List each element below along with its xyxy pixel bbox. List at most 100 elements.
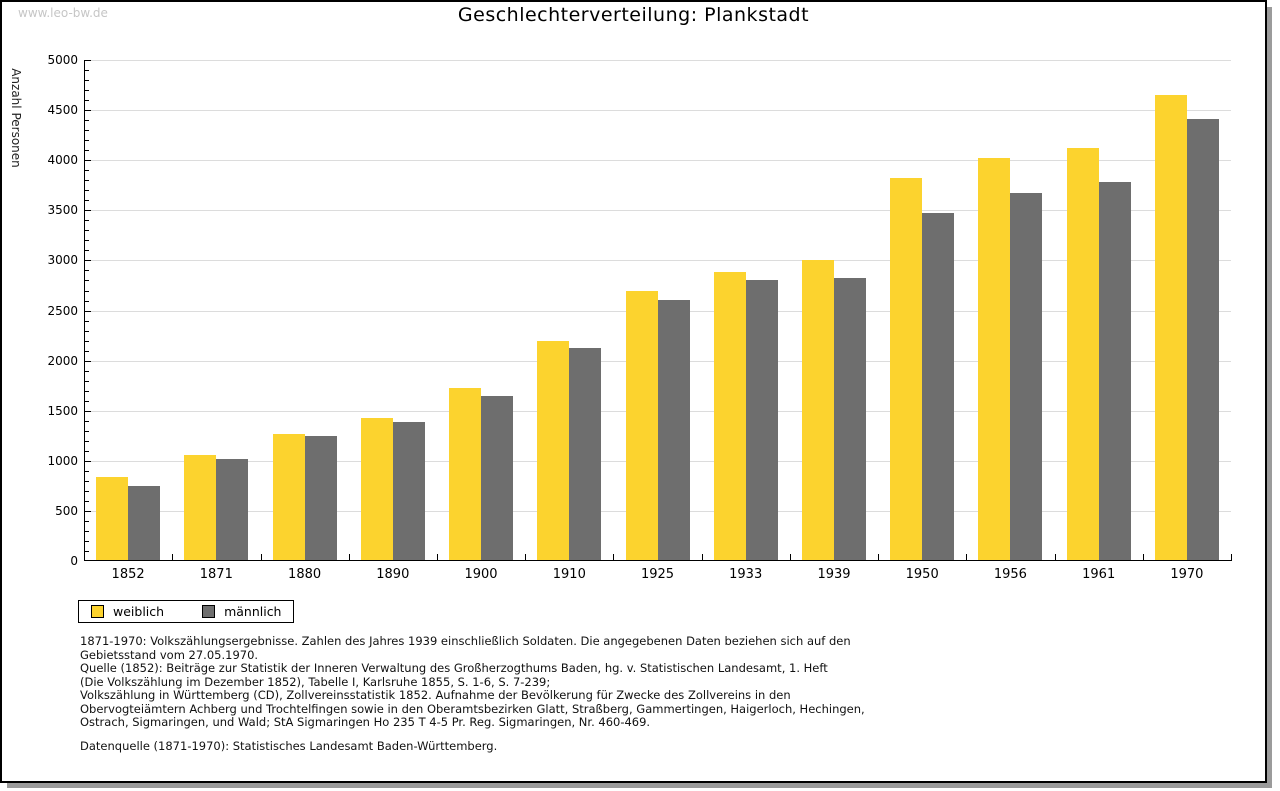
y-tick-1100 bbox=[85, 450, 89, 452]
x-category-label-1880: 1880 bbox=[288, 567, 322, 582]
y-tick-3400 bbox=[85, 220, 89, 222]
bar-männlich-1925 bbox=[657, 299, 690, 561]
footnote-line: Gebietsstand vom 27.05.1970. bbox=[80, 647, 259, 662]
bar-männlich-1933 bbox=[745, 280, 778, 561]
footnote-line: Obervogteiämtern Achberg und Trochtelfin… bbox=[80, 701, 865, 716]
y-tick-4300 bbox=[85, 130, 89, 132]
y-tick-4600 bbox=[85, 100, 89, 102]
y-tick-4400 bbox=[85, 120, 89, 122]
bar-weiblich-1961 bbox=[1066, 148, 1099, 561]
y-tick-1300 bbox=[85, 430, 89, 432]
x-tick-11 bbox=[1054, 554, 1056, 561]
x-category-label-1910: 1910 bbox=[552, 567, 586, 582]
x-category-label-1950: 1950 bbox=[905, 567, 939, 582]
bar-weiblich-1925 bbox=[625, 290, 658, 561]
bar-weiblich-1900 bbox=[449, 387, 481, 561]
y-tick-1000 bbox=[85, 460, 91, 462]
y-tick-500 bbox=[85, 510, 91, 512]
y-tick-3500 bbox=[85, 210, 91, 212]
y-tick-2500 bbox=[85, 310, 91, 312]
y-tick-2000 bbox=[85, 360, 91, 362]
y-tick-1600 bbox=[85, 400, 89, 402]
bar-männlich-1890 bbox=[392, 421, 425, 561]
bar-weiblich-1880 bbox=[272, 434, 305, 561]
y-tick-label-4000: 4000 bbox=[47, 153, 78, 168]
bar-männlich-1950 bbox=[922, 212, 955, 561]
y-tick-label-0: 0 bbox=[70, 554, 78, 568]
x-category-label-1956: 1956 bbox=[993, 567, 1027, 582]
legend-item-maennlich: männlich bbox=[202, 604, 281, 619]
x-category-label-1900: 1900 bbox=[464, 567, 498, 582]
y-tick-900 bbox=[85, 470, 89, 472]
y-tick-label-1000: 1000 bbox=[47, 453, 78, 468]
y-tick-300 bbox=[85, 530, 89, 532]
y-tick-2400 bbox=[85, 320, 89, 322]
y-tick-4700 bbox=[85, 90, 89, 92]
bar-männlich-1910 bbox=[569, 348, 602, 561]
bar-weiblich-1910 bbox=[537, 340, 570, 561]
gridline-4500 bbox=[84, 110, 1231, 112]
x-tick-2 bbox=[260, 554, 262, 561]
y-tick-label-4500: 4500 bbox=[47, 103, 78, 118]
y-tick-3700 bbox=[85, 190, 89, 192]
y-tick-1200 bbox=[85, 440, 89, 442]
x-tick-3 bbox=[348, 554, 350, 561]
y-tick-1500 bbox=[85, 410, 91, 412]
x-category-label-1961: 1961 bbox=[1082, 567, 1116, 582]
y-tick-4900 bbox=[85, 70, 89, 71]
y-tick-2200 bbox=[85, 340, 89, 342]
y-tick-label-1500: 1500 bbox=[47, 403, 78, 418]
x-tick-12 bbox=[1142, 554, 1144, 561]
y-tick-3800 bbox=[85, 180, 89, 182]
footnote-line: Quelle (1852): Beiträge zur Statistik de… bbox=[80, 661, 828, 675]
y-tick-2800 bbox=[85, 280, 89, 282]
gridline-3500 bbox=[84, 210, 1231, 212]
y-tick-4000 bbox=[85, 160, 91, 162]
bar-weiblich-1871 bbox=[184, 454, 217, 561]
legend-swatch-weiblich-icon bbox=[91, 605, 104, 618]
x-axis-line bbox=[84, 560, 1231, 561]
y-tick-4800 bbox=[85, 80, 89, 81]
y-tick-400 bbox=[85, 520, 89, 522]
bar-weiblich-1890 bbox=[360, 417, 393, 561]
footnote-line: Volkszählung in Württemberg (CD), Zollve… bbox=[80, 688, 791, 702]
x-category-label-1933: 1933 bbox=[729, 567, 763, 582]
y-tick-700 bbox=[85, 490, 89, 492]
bar-männlich-1961 bbox=[1098, 181, 1131, 561]
y-tick-1800 bbox=[85, 380, 89, 382]
y-tick-100 bbox=[85, 551, 89, 552]
y-tick-600 bbox=[85, 500, 89, 502]
x-tick-10 bbox=[966, 554, 968, 561]
plot-area bbox=[84, 60, 1232, 562]
bar-männlich-1900 bbox=[481, 396, 513, 561]
bar-weiblich-1852 bbox=[96, 476, 129, 561]
bar-weiblich-1933 bbox=[713, 272, 746, 561]
legend: weiblich männlich bbox=[78, 600, 295, 623]
bar-männlich-1871 bbox=[216, 458, 249, 561]
y-tick-label-500: 500 bbox=[55, 503, 78, 518]
x-tick-5 bbox=[525, 554, 527, 561]
x-category-label-1852: 1852 bbox=[111, 567, 145, 582]
bar-weiblich-1970 bbox=[1154, 95, 1187, 561]
y-axis-label: Anzahl Personen bbox=[9, 68, 23, 168]
chart-frame: www.leo-bw.de Geschlechterverteilung: Pl… bbox=[0, 0, 1267, 783]
y-tick-5000 bbox=[85, 60, 91, 61]
y-tick-4200 bbox=[85, 140, 89, 142]
x-tick-6 bbox=[613, 554, 615, 561]
bar-weiblich-1950 bbox=[890, 177, 923, 561]
x-tick-0 bbox=[84, 554, 85, 561]
footnote-line: (Die Volkszählung im Dezember 1852), Tab… bbox=[80, 674, 551, 689]
y-tick-label-2000: 2000 bbox=[47, 353, 78, 368]
y-tick-2600 bbox=[85, 300, 89, 302]
watermark-text: www.leo-bw.de bbox=[18, 6, 108, 20]
gridline-5000 bbox=[84, 60, 1231, 61]
y-axis-line bbox=[84, 60, 85, 561]
bar-männlich-1939 bbox=[834, 278, 866, 561]
y-tick-2300 bbox=[85, 330, 89, 332]
gridline-4000 bbox=[84, 160, 1231, 162]
y-tick-3600 bbox=[85, 200, 89, 202]
x-tick-1 bbox=[172, 554, 174, 561]
footnote-line: 1871-1970: Volkszählungsergebnisse. Zahl… bbox=[80, 634, 851, 648]
y-tick-3200 bbox=[85, 240, 89, 242]
y-tick-4500 bbox=[85, 110, 91, 112]
